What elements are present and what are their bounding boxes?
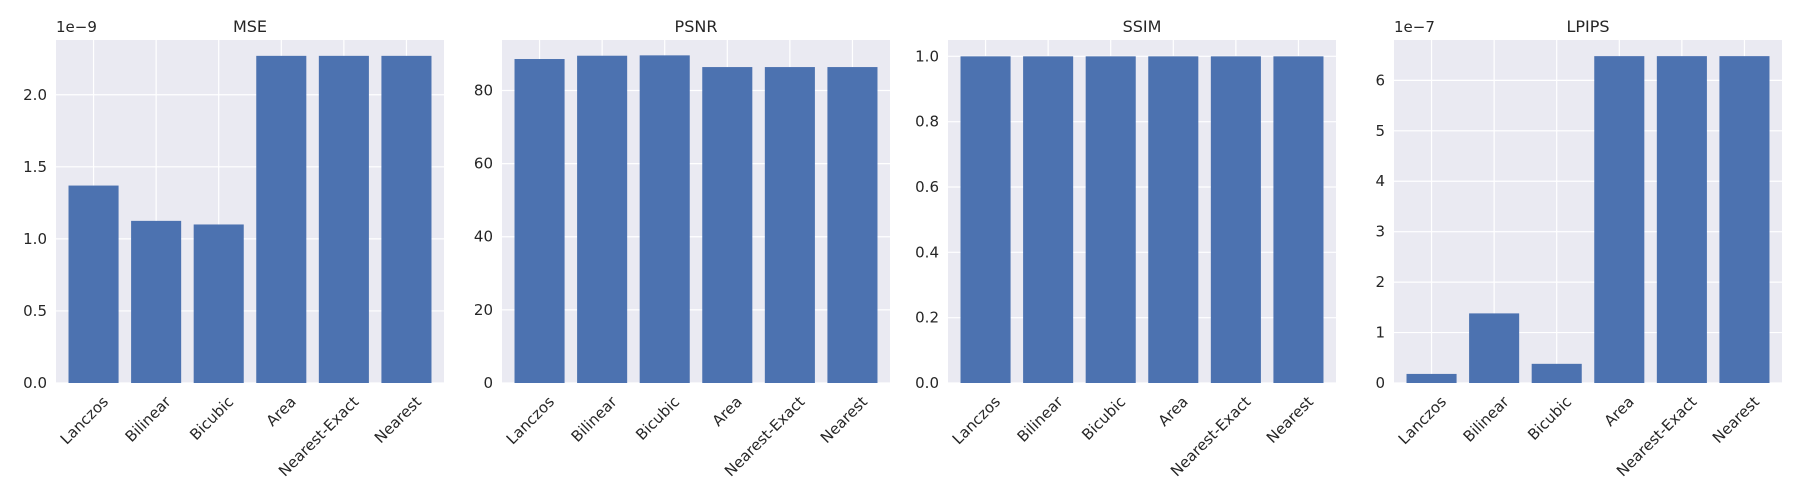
bar-area [256, 55, 307, 384]
x-tick-label: Bicubic [632, 393, 683, 444]
bar-bilinear [131, 220, 182, 383]
x-tick-label: Bilinear [1460, 392, 1514, 446]
bar-nearest [1273, 56, 1324, 383]
chart-panel-lpips: 0 1 2 3 4 5 6 Lanczos Bilinear Bicubic Area Nearest… [1375, 17, 1782, 480]
x-tick-label: Area [263, 393, 300, 430]
x-tick-label: Bicubic [186, 393, 237, 444]
bar-nearest [827, 67, 878, 384]
panel-title: PSNR [675, 17, 718, 36]
x-tick-label: Lanczos [503, 393, 558, 448]
y-tick-label: 20 [474, 301, 493, 319]
y-tick-label: 0 [1375, 374, 1385, 392]
bar-nearest-exact [318, 55, 369, 384]
bar-bicubic [639, 55, 690, 383]
bar-bilinear [1023, 56, 1074, 383]
y-tick-label: 2.0 [23, 86, 47, 104]
y-tick-label: 0.5 [23, 302, 47, 320]
plot-background [56, 40, 444, 383]
bar-lanczos [68, 185, 119, 383]
x-tick-label: Lanczos [57, 393, 112, 448]
bar-nearest-exact [1656, 56, 1707, 384]
bar-area [702, 67, 753, 384]
bar-nearest [1719, 56, 1770, 384]
bar-lanczos [960, 56, 1011, 383]
bar-bicubic [193, 224, 244, 383]
y-tick-label: 0.0 [915, 374, 939, 392]
plot-background [502, 40, 890, 383]
chart-panel-ssim: 0.0 0.2 0.4 0.6 0.8 1.0 Lanczos Bilinear Bicubic… [915, 17, 1336, 480]
x-tick-label: Nearest [371, 393, 425, 447]
x-tick-label: Bilinear [568, 392, 622, 446]
axis-offset-label: 1e−9 [56, 18, 97, 36]
x-tick-label: Nearest [1709, 393, 1763, 447]
y-tick-label: 40 [474, 228, 493, 246]
x-tick-label: Bicubic [1078, 393, 1129, 444]
y-tick-label: 0.2 [915, 309, 939, 327]
bar-bilinear [1469, 313, 1520, 383]
chart-panel-psnr: 0 20 40 60 80 Lanczos Bilinear Bicubic Area Neare… [474, 17, 890, 480]
x-tick-label: Lanczos [1395, 393, 1450, 448]
y-tick-label: 60 [474, 155, 493, 173]
y-tick-label: 0.4 [915, 243, 939, 261]
plot-background [1394, 40, 1782, 383]
y-tick-label: 6 [1375, 71, 1385, 89]
y-tick-label: 0 [483, 374, 493, 392]
bar-nearest-exact [1210, 56, 1261, 383]
x-tick-label: Bilinear [122, 392, 176, 446]
panel-title: MSE [233, 17, 267, 36]
x-tick-label: Area [1601, 393, 1638, 430]
x-tick-label: Lanczos [949, 393, 1004, 448]
bar-lanczos [1406, 373, 1457, 383]
x-tick-label: Nearest [1263, 393, 1317, 447]
bar-area [1148, 56, 1199, 383]
x-tick-label: Bicubic [1524, 393, 1575, 444]
bar-nearest-exact [764, 67, 815, 384]
y-tick-label: 0.0 [23, 374, 47, 392]
y-tick-label: 3 [1375, 223, 1385, 241]
chart-panel-mse: 0.0 0.5 1.0 1.5 2.0 Lanczos Bilinear Bicubic Are… [23, 17, 444, 480]
y-tick-label: 1.0 [23, 230, 47, 248]
y-tick-label: 0.6 [915, 178, 939, 196]
bar-nearest [381, 55, 432, 384]
y-tick-label: 2 [1375, 273, 1385, 291]
bar-bicubic [1531, 363, 1582, 383]
y-tick-label: 1 [1375, 324, 1385, 342]
panel-title: SSIM [1123, 17, 1162, 36]
bar-lanczos [514, 59, 565, 384]
y-tick-label: 1.5 [23, 158, 47, 176]
y-tick-label: 5 [1375, 122, 1385, 140]
axis-offset-label: 1e−7 [1394, 18, 1435, 36]
y-tick-label: 0.8 [915, 113, 939, 131]
y-tick-label: 4 [1375, 172, 1385, 190]
plot-background [948, 40, 1336, 383]
bar-bilinear [577, 55, 628, 384]
y-tick-label: 1.0 [915, 47, 939, 65]
x-tick-label: Area [1155, 393, 1192, 430]
panel-title: LPIPS [1566, 17, 1609, 36]
x-tick-label: Nearest [817, 393, 871, 447]
x-tick-label: Area [709, 393, 746, 430]
bar-area [1594, 56, 1645, 384]
bar-bicubic [1085, 56, 1136, 383]
x-tick-label: Bilinear [1014, 392, 1068, 446]
y-tick-label: 80 [474, 81, 493, 99]
